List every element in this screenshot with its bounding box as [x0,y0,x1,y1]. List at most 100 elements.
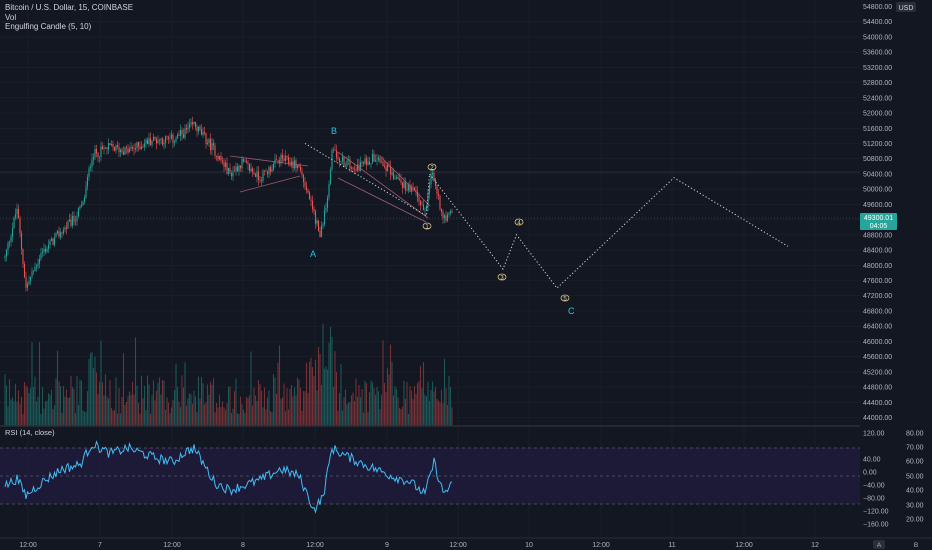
candle-body [137,142,140,147]
volume-bar [140,375,143,426]
candle-body [70,219,72,226]
volume-bar [326,369,329,426]
volume-bar [14,383,17,426]
price-tick-label: 51600.00 [863,126,892,133]
volume-bar [4,374,6,426]
volume-bar [362,412,365,426]
candle-body [289,163,291,166]
candle-body [442,211,444,219]
volume-bar [49,394,51,426]
price-tick-top: 54800.00 [863,4,892,11]
volume-bar [221,401,224,426]
candle-body [394,178,396,180]
candle-body [322,224,324,226]
candle-body [88,168,90,177]
volume-bar [23,381,26,426]
candle-body [419,201,422,206]
rsi-axis[interactable]: 120.00 40.00 0.00 −40.00 −80.00 −120.00 −160.0… [860,426,932,538]
volume-bar [199,398,201,426]
price-tick-label: 47600.00 [863,278,892,285]
svg-text:4: 4 [517,221,521,227]
candle-body [341,156,344,162]
volume-bar [34,376,36,426]
volume-bar [386,367,389,426]
volume-bar [313,376,315,426]
candle-body [22,249,24,264]
volume-bar [211,384,213,426]
volume-bar [401,406,404,426]
candle-body [400,179,402,183]
volume-bar [376,386,378,426]
volume-bar [325,366,327,426]
candle-body [316,220,318,224]
candle-body [38,259,41,264]
volume-bar [248,395,251,426]
candle-body [329,169,332,185]
volume-bar [77,405,80,426]
price-tick-label: 44000.00 [863,415,892,422]
candle-body [335,150,338,158]
candle-body [106,147,108,150]
candle-body [62,229,65,234]
volume-bar [253,387,255,426]
volume-bar [356,396,359,426]
candle-body [395,177,398,179]
candle-body [298,164,300,167]
volume-bar [88,359,90,426]
engulfing-indicator-label[interactable]: Engulfing Candle (5, 10) [5,22,92,31]
candle-body [77,208,80,217]
volume-bar [124,404,126,426]
volume-bar [52,409,54,426]
volume-bar [368,392,371,426]
volume-bar [341,410,344,426]
time-tick-label: 12:00 [735,542,753,549]
volume-bar [101,382,104,426]
volume-bar [25,386,27,426]
candle-body [154,136,156,139]
candle-body [251,168,254,173]
candle-body [8,241,11,243]
symbol-title[interactable]: Bitcoin / U.S. Dollar, 15, COINBASE [5,3,134,12]
candle-body [227,167,230,174]
candle-body [428,184,431,194]
time-tick-label: 12:00 [592,542,610,549]
candle-body [118,146,120,153]
time-tick-label: 9 [385,542,389,549]
candle-body [257,170,260,180]
candle-body [314,211,317,224]
time-axis[interactable]: A B 12:00 7 12:00 8 12:00 9 12:00 10 12:00 11 12:0… [0,537,932,550]
volume-bar [82,410,84,426]
volume-bar [61,412,63,426]
volume-bar [193,390,195,426]
candle-body [166,136,168,137]
volume-bar [40,413,42,426]
candle-body [94,148,96,158]
volume-bar [377,391,380,426]
volume-indicator-label[interactable]: Vol [5,12,17,22]
svg-text:1: 1 [425,225,429,231]
candle-body [196,127,198,132]
volume-bar [347,402,350,426]
volume-bar [194,396,197,426]
price-tick-label: 51200.00 [863,141,892,148]
wave-point-2: 2 [427,163,437,172]
volume-bar [161,380,164,426]
volume-bar [442,403,444,426]
svg-text:3: 3 [500,276,504,282]
candle-body [121,149,123,152]
candle-body [130,147,132,149]
volume-bar [389,344,392,426]
candle-body [34,266,36,272]
chart-legend: Bitcoin / U.S. Dollar, 15, COINBASE Vol … [5,3,133,32]
candle-body [40,252,42,260]
volume-bar [13,401,15,426]
price-tick-label: 54000.00 [863,34,892,41]
candle-body [328,184,330,198]
candle-body [271,169,273,173]
volume-bar [205,402,207,426]
svg-text:04:05: 04:05 [870,223,888,230]
volume-bar [143,386,146,426]
candle-body [391,171,393,175]
candle-body [220,155,222,161]
